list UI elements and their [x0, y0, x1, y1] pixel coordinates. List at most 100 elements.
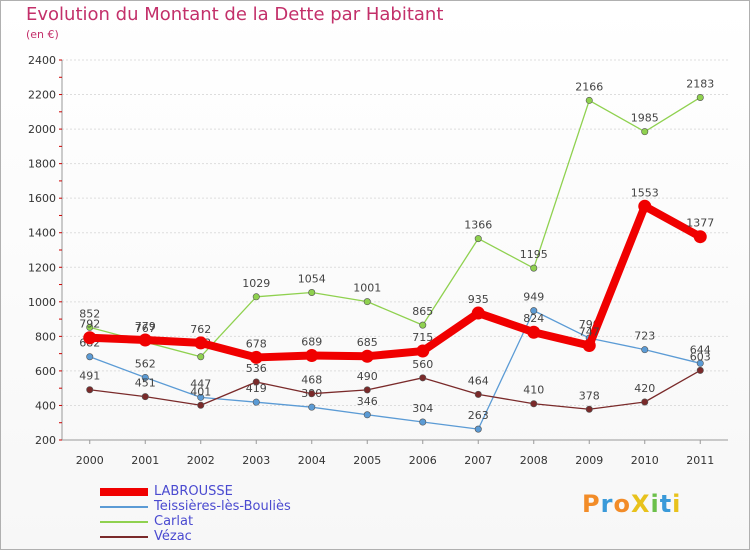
data-point — [86, 323, 94, 331]
logo-letter: i — [672, 490, 682, 518]
data-label: 2166 — [575, 80, 603, 93]
data-label: 715 — [412, 331, 433, 344]
data-point — [308, 288, 316, 296]
data-label: 536 — [246, 362, 267, 375]
data-point — [585, 96, 593, 104]
legend-item: Teissières-lès-Bouliès — [100, 499, 291, 514]
data-label: 678 — [246, 337, 267, 350]
data-label: 491 — [79, 370, 100, 383]
data-point — [252, 378, 260, 386]
proxiti-logo: ProXiti — [582, 490, 681, 518]
data-point — [419, 374, 427, 382]
legend-swatch — [100, 505, 148, 508]
x-tick-label: 2008 — [520, 454, 548, 467]
data-label: 689 — [301, 336, 322, 349]
chart-title: Evolution du Montant de la Dette par Hab… — [26, 4, 444, 25]
data-point — [696, 366, 704, 374]
data-point — [308, 403, 316, 411]
series-line-carlat — [89, 96, 701, 358]
y-tick-label: 2200 — [28, 89, 56, 102]
data-point — [471, 306, 485, 320]
x-tick-label: 2006 — [409, 454, 437, 467]
logo-letter: X — [630, 490, 651, 518]
data-point — [83, 331, 97, 345]
data-point — [416, 344, 430, 358]
x-tick-label: 2009 — [575, 454, 603, 467]
legend-item: Vézac — [100, 529, 291, 544]
data-point — [582, 339, 596, 353]
y-tick-label: 1800 — [28, 158, 56, 171]
data-point — [252, 293, 260, 301]
data-point — [138, 333, 152, 347]
data-label: 1195 — [520, 248, 548, 261]
data-point — [530, 264, 538, 272]
data-label: 420 — [634, 382, 655, 395]
data-point — [474, 235, 482, 243]
data-label: 935 — [468, 293, 489, 306]
data-point — [585, 405, 593, 413]
data-point — [696, 359, 704, 367]
data-point — [194, 336, 208, 350]
logo-letter: i — [650, 490, 660, 518]
legend-item: Carlat — [100, 514, 291, 529]
x-tick-label: 2011 — [686, 454, 714, 467]
data-point — [308, 390, 316, 398]
logo-letter: P — [582, 490, 601, 518]
data-point — [419, 321, 427, 329]
data-label: 451 — [135, 377, 156, 390]
y-tick-label: 800 — [35, 330, 56, 343]
data-point — [474, 425, 482, 433]
x-tick-label: 2005 — [353, 454, 381, 467]
data-label: 263 — [468, 409, 489, 422]
series-line-labrousse — [85, 202, 705, 362]
x-tick-label: 2002 — [187, 454, 215, 467]
data-label: 1985 — [631, 112, 659, 125]
data-label: 1054 — [298, 272, 326, 285]
data-point — [141, 393, 149, 401]
data-label: 490 — [357, 370, 378, 383]
data-label: 1029 — [242, 277, 270, 290]
legend-swatch — [100, 520, 148, 523]
data-label: 644 — [690, 343, 711, 356]
data-label: 723 — [634, 330, 655, 343]
data-label: 378 — [579, 389, 600, 402]
y-tick-label: 400 — [35, 399, 56, 412]
data-label: 410 — [523, 384, 544, 397]
data-label: 2183 — [686, 77, 714, 90]
data-point — [141, 373, 149, 381]
x-tick-label: 2003 — [242, 454, 270, 467]
x-tick-label: 2001 — [131, 454, 159, 467]
legend-label: LABROUSSE — [154, 484, 233, 499]
data-label: 304 — [412, 402, 433, 415]
series-line-teissi-res-l-s-bouli-s — [89, 309, 701, 430]
data-label: 401 — [190, 385, 211, 398]
y-tick-label: 1200 — [28, 261, 56, 274]
data-label: 1001 — [353, 282, 381, 295]
y-tick-label: 200 — [35, 434, 56, 447]
data-point — [197, 401, 205, 409]
data-point — [693, 230, 707, 244]
data-point — [530, 307, 538, 315]
data-label: 1553 — [631, 186, 659, 199]
data-label: 685 — [357, 336, 378, 349]
data-point — [530, 400, 538, 408]
data-point — [527, 325, 541, 339]
data-label: 865 — [412, 305, 433, 318]
data-point — [197, 393, 205, 401]
data-label: 792 — [79, 318, 100, 331]
data-label: 1366 — [464, 219, 492, 232]
data-point — [696, 93, 704, 101]
data-label: 767 — [135, 322, 156, 335]
legend-label: Carlat — [154, 514, 194, 529]
data-point — [252, 398, 260, 406]
legend: LABROUSSE Teissières-lès-Bouliès Carlat Véz… — [100, 484, 291, 544]
logo-letter: o — [613, 490, 631, 518]
data-point — [86, 386, 94, 394]
data-point — [249, 350, 263, 364]
data-point — [363, 411, 371, 419]
x-tick-label: 2004 — [298, 454, 326, 467]
legend-swatch — [100, 535, 148, 538]
data-point — [86, 353, 94, 361]
y-tick-label: 2400 — [28, 54, 56, 67]
